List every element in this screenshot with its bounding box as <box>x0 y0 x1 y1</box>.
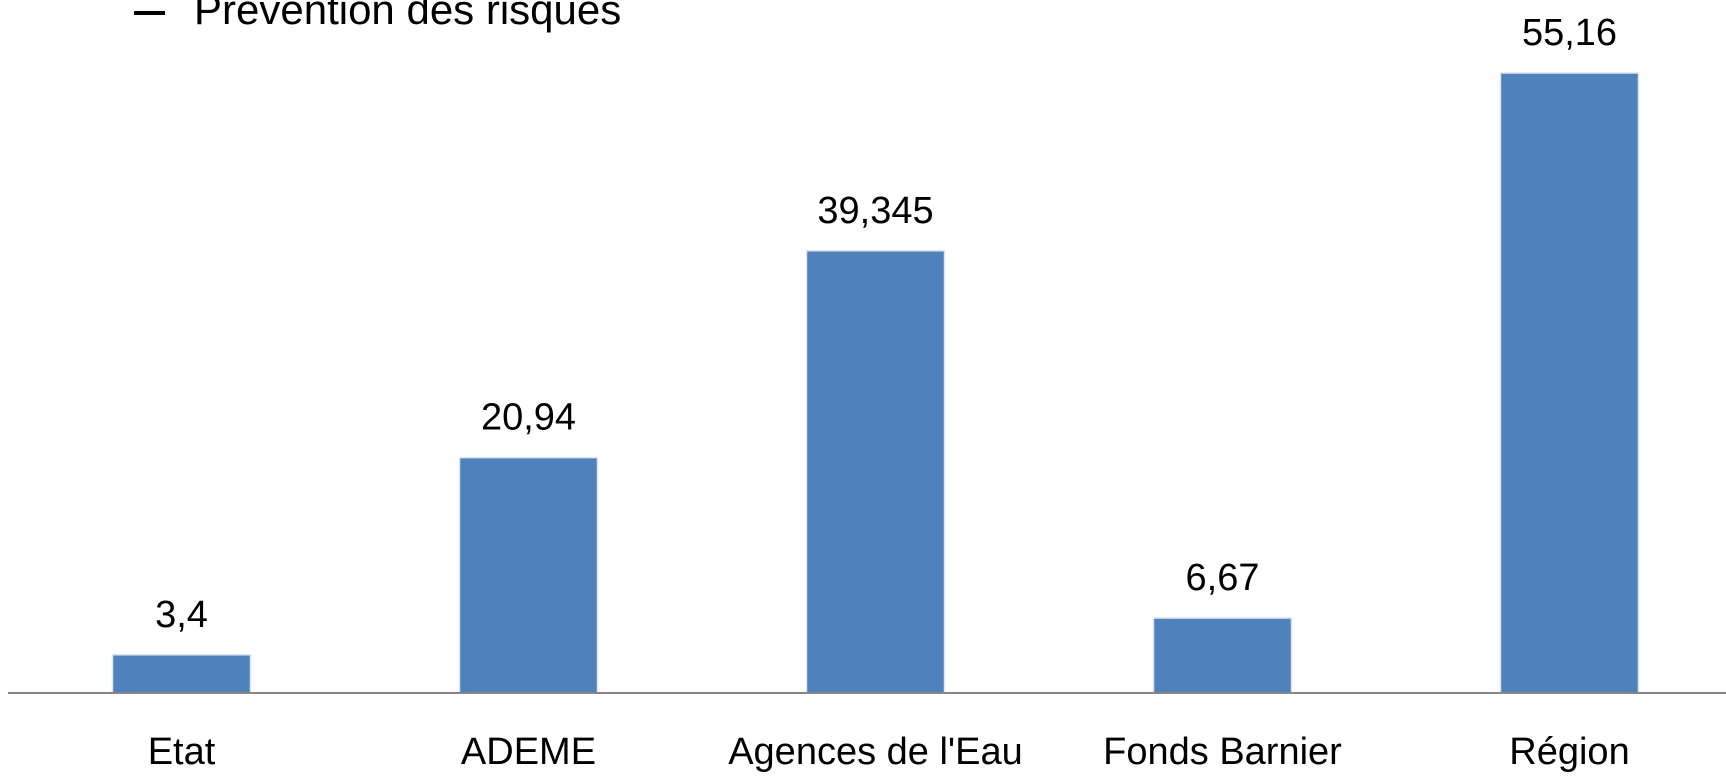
bar <box>111 654 252 694</box>
x-tick-label: Agences de l'Eau <box>728 731 1023 773</box>
value-label: 39,345 <box>817 190 933 232</box>
bar <box>805 250 946 694</box>
chart-title: Prévention des risques <box>194 0 621 33</box>
value-label: 3,4 <box>155 594 208 636</box>
value-label: 6,67 <box>1186 557 1260 599</box>
x-tick-label: Région <box>1509 731 1629 773</box>
x-tick-label: Etat <box>148 731 216 773</box>
x-tick-label: ADEME <box>461 731 596 773</box>
bar <box>1499 72 1640 694</box>
bar <box>1152 617 1293 694</box>
value-label: 20,94 <box>481 397 576 439</box>
value-label: 55,16 <box>1522 12 1617 54</box>
bar <box>458 456 599 694</box>
x-tick-label: Fonds Barnier <box>1103 731 1342 773</box>
